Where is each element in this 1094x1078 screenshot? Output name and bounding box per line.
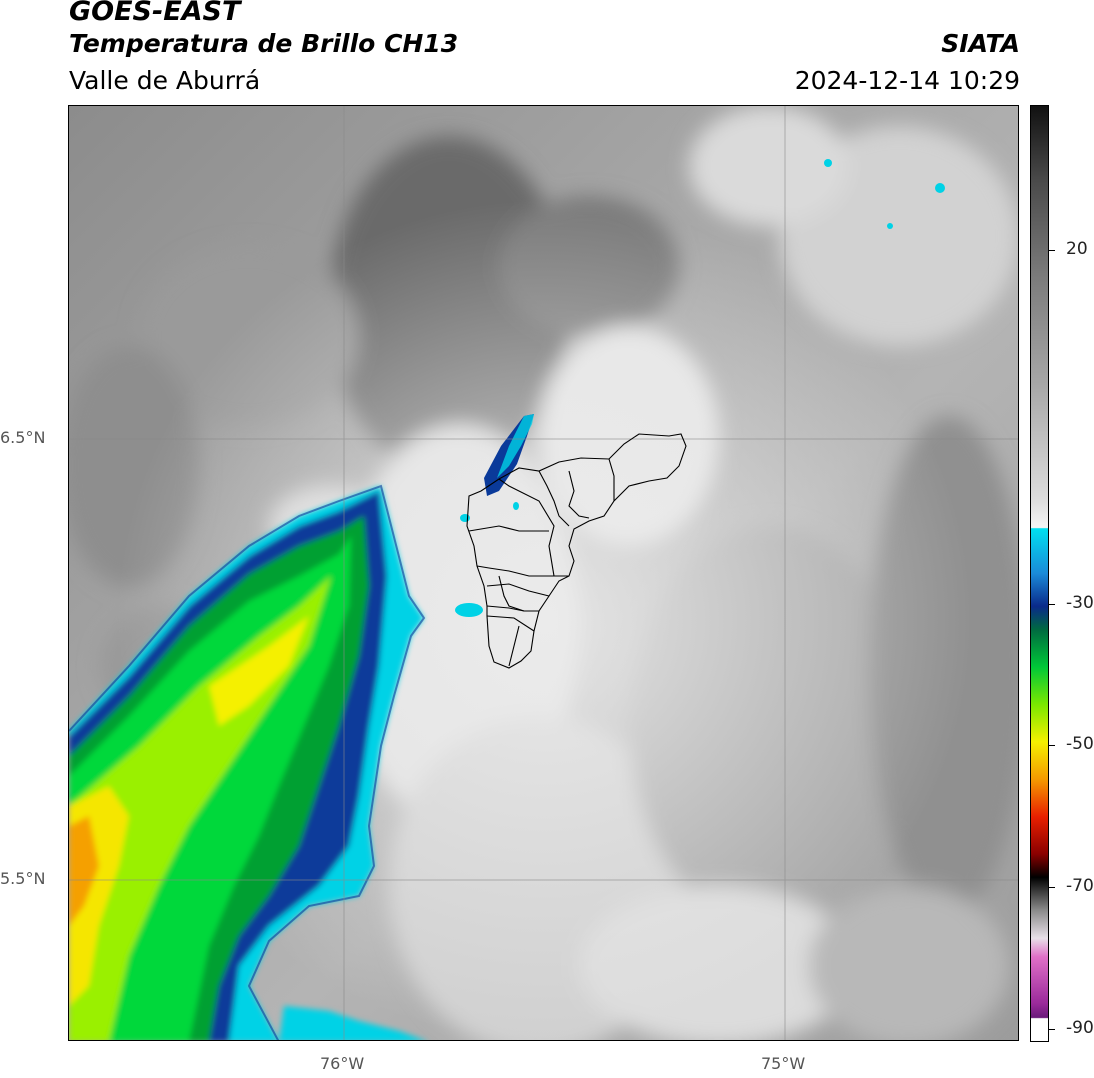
satellite-map[interactable] bbox=[68, 105, 1019, 1041]
product-title: Temperatura de Brillo CH13 bbox=[69, 29, 459, 58]
colorbar-label-minus50: -50 bbox=[1066, 734, 1094, 754]
lat-label-5-5: 5.5°N bbox=[0, 869, 46, 888]
colorbar bbox=[1030, 105, 1049, 1042]
datetime-label: 2024-12-14 10:29 bbox=[794, 66, 1020, 95]
colorbar-label-minus70: -70 bbox=[1066, 876, 1094, 896]
cold-spots bbox=[455, 159, 945, 617]
organization-label: SIATA bbox=[941, 29, 1020, 58]
colorbar-tick-minus70 bbox=[1049, 887, 1055, 888]
colorbar-label-20: 20 bbox=[1066, 239, 1088, 259]
colorbar-label-minus90: -90 bbox=[1066, 1018, 1094, 1038]
cold-cloud-system bbox=[69, 486, 424, 1040]
colorbar-tick-minus50 bbox=[1049, 745, 1055, 746]
colorbar-label-minus30: -30 bbox=[1066, 593, 1094, 613]
lat-label-6-5: 6.5°N bbox=[0, 428, 46, 447]
colorbar-gradient bbox=[1031, 106, 1048, 1041]
municipal-boundaries bbox=[466, 433, 687, 669]
region-subtitle: Valle de Aburrá bbox=[69, 66, 261, 95]
lon-label-76: 76°W bbox=[320, 1054, 365, 1073]
satellite-title: GOES-EAST bbox=[69, 0, 241, 27]
cloud-edge bbox=[69, 484, 426, 1040]
colorbar-tick-minus90 bbox=[1049, 1029, 1055, 1030]
colorbar-tick-minus30 bbox=[1049, 604, 1055, 605]
map-canvas bbox=[69, 106, 1018, 1040]
colorbar-tick-20 bbox=[1049, 250, 1055, 251]
gridlines bbox=[69, 106, 1018, 1040]
lon-label-75: 75°W bbox=[761, 1054, 806, 1073]
